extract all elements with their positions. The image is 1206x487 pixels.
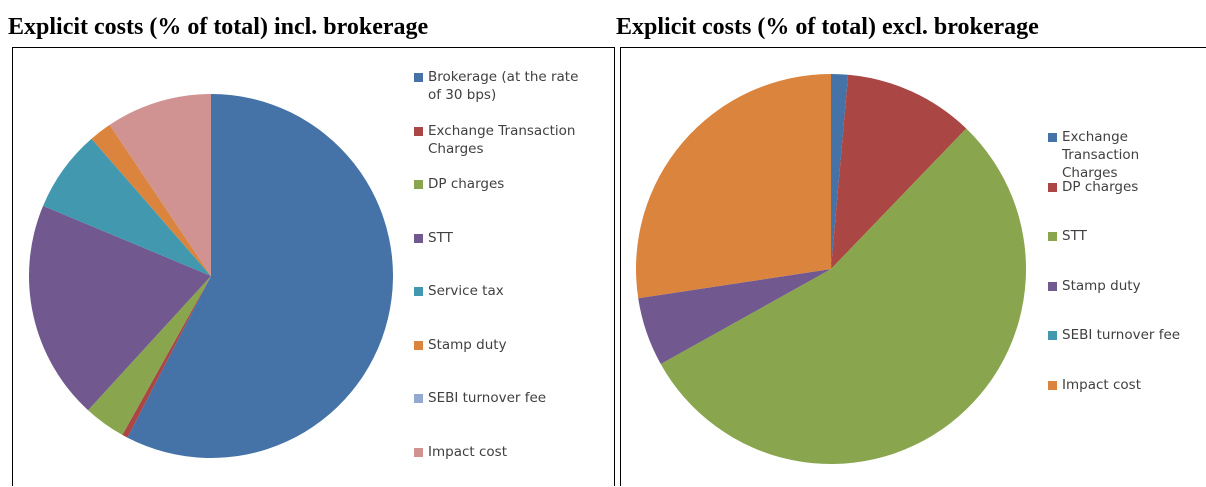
legend-item: Brokerage (at the rate of 30 bps)	[414, 68, 594, 104]
pie-slice	[638, 269, 831, 365]
legend-label: DP charges	[1062, 178, 1139, 195]
legend-item: Impact cost	[1048, 376, 1198, 394]
pie-slice	[91, 124, 211, 276]
chart-panel: Exchange Transaction Charges DP charges ST…	[620, 47, 1206, 486]
pie-slice	[88, 276, 211, 435]
legend-swatch	[414, 340, 423, 350]
legend-swatch	[414, 394, 423, 403]
pie-slice	[122, 276, 211, 438]
chart-title: Explicit costs (% of total) incl. broker…	[8, 14, 429, 40]
legend-swatch	[1048, 380, 1057, 390]
pie-slice	[127, 94, 394, 459]
legend-swatch	[414, 287, 423, 296]
legend-label: SEBI turnover fee	[1062, 327, 1181, 343]
legend-swatch	[414, 233, 423, 243]
legend-swatch	[414, 73, 423, 82]
pie-slice	[43, 138, 211, 276]
pie-slice	[831, 74, 849, 269]
legend-item: Exchange Transaction Charges	[414, 122, 594, 158]
legend-label: Stamp duty	[1062, 277, 1141, 294]
legend-item: STT	[1048, 227, 1198, 245]
legend-item: STT	[414, 229, 594, 247]
pie-slice	[636, 74, 831, 299]
legend-swatch	[1048, 331, 1057, 340]
legend-label: SEBI turnover fee	[428, 390, 547, 406]
legend-label: Stamp duty	[428, 336, 507, 353]
legend-label: Exchange Transaction Charges	[428, 122, 576, 157]
legend-label: STT	[1062, 228, 1087, 244]
legend-swatch	[1048, 232, 1057, 241]
legend-label: Service tax	[428, 283, 504, 299]
legend-item: Service tax	[414, 282, 594, 300]
pie-slice	[109, 94, 211, 276]
legend-item: SEBI turnover fee	[1048, 326, 1198, 344]
legend-label: STT	[428, 229, 453, 246]
legend-item: Stamp duty	[1048, 277, 1198, 295]
legend-label: Brokerage (at the rate of 30 bps)	[428, 69, 579, 103]
legend-label: Exchange Transaction Charges	[1062, 129, 1140, 181]
legend-swatch	[1048, 182, 1057, 192]
legend-label: Impact cost	[428, 443, 507, 460]
legend-item: SEBI turnover fee	[414, 389, 594, 407]
legend-swatch	[414, 126, 423, 136]
pie-slice	[831, 74, 967, 270]
legend-swatch	[1048, 281, 1057, 291]
legend-label: DP charges	[428, 176, 505, 192]
legend-item: Exchange Transaction Charges	[1048, 128, 1198, 182]
legend-label: Impact cost	[1062, 376, 1141, 393]
legend-swatch	[1048, 133, 1057, 142]
legend-item: Impact cost	[414, 443, 594, 461]
chart-panel: Brokerage (at the rate of 30 bps) Exchang…	[12, 47, 615, 486]
legend-item: Stamp duty	[414, 336, 594, 354]
legend-swatch	[414, 180, 423, 189]
chart-title: Explicit costs (% of total) excl. broker…	[616, 14, 1039, 40]
pie-slice	[29, 205, 211, 411]
legend-swatch	[414, 447, 423, 457]
pie-slice	[660, 128, 1026, 465]
pie-chart	[29, 94, 394, 459]
legend-item: DP charges	[1048, 178, 1198, 196]
legend-item: DP charges	[414, 175, 594, 193]
pie-chart	[636, 74, 1026, 465]
